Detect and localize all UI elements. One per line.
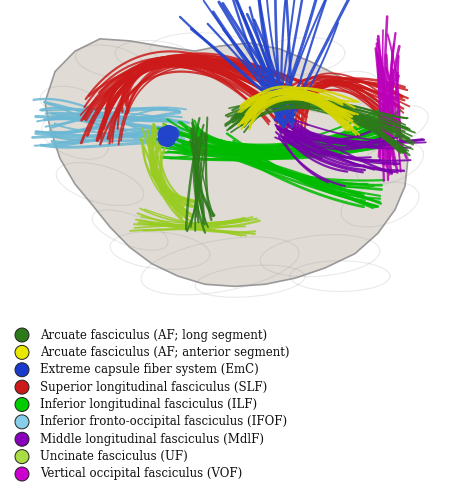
Text: Extreme capsule fiber system (EmC): Extreme capsule fiber system (EmC)	[40, 363, 259, 376]
Text: Inferior fronto-occipital fasciculus (IFOF): Inferior fronto-occipital fasciculus (IF…	[40, 415, 287, 428]
Circle shape	[15, 328, 29, 342]
Circle shape	[15, 415, 29, 429]
Circle shape	[15, 397, 29, 411]
Polygon shape	[45, 39, 408, 287]
Circle shape	[158, 127, 172, 140]
Circle shape	[161, 132, 175, 146]
Text: Uncinate fasciculus (UF): Uncinate fasciculus (UF)	[40, 450, 188, 463]
Text: Superior longitudinal fasciculus (SLF): Superior longitudinal fasciculus (SLF)	[40, 380, 267, 393]
Circle shape	[164, 127, 179, 141]
Text: Arcuate fasciculus (AF; anterior segment): Arcuate fasciculus (AF; anterior segment…	[40, 346, 290, 359]
Text: Arcuate fasciculus (AF; long segment): Arcuate fasciculus (AF; long segment)	[40, 329, 267, 342]
Text: Vertical occipital fasciculus (VOF): Vertical occipital fasciculus (VOF)	[40, 468, 242, 481]
Circle shape	[15, 432, 29, 446]
Circle shape	[15, 363, 29, 377]
Text: Middle longitudinal fasciculus (MdlF): Middle longitudinal fasciculus (MdlF)	[40, 433, 264, 446]
Text: Inferior longitudinal fasciculus (ILF): Inferior longitudinal fasciculus (ILF)	[40, 398, 257, 411]
Circle shape	[161, 126, 177, 141]
Circle shape	[158, 130, 171, 142]
Circle shape	[158, 132, 172, 146]
Circle shape	[15, 467, 29, 481]
Circle shape	[15, 380, 29, 394]
Circle shape	[15, 450, 29, 464]
Circle shape	[15, 346, 29, 360]
